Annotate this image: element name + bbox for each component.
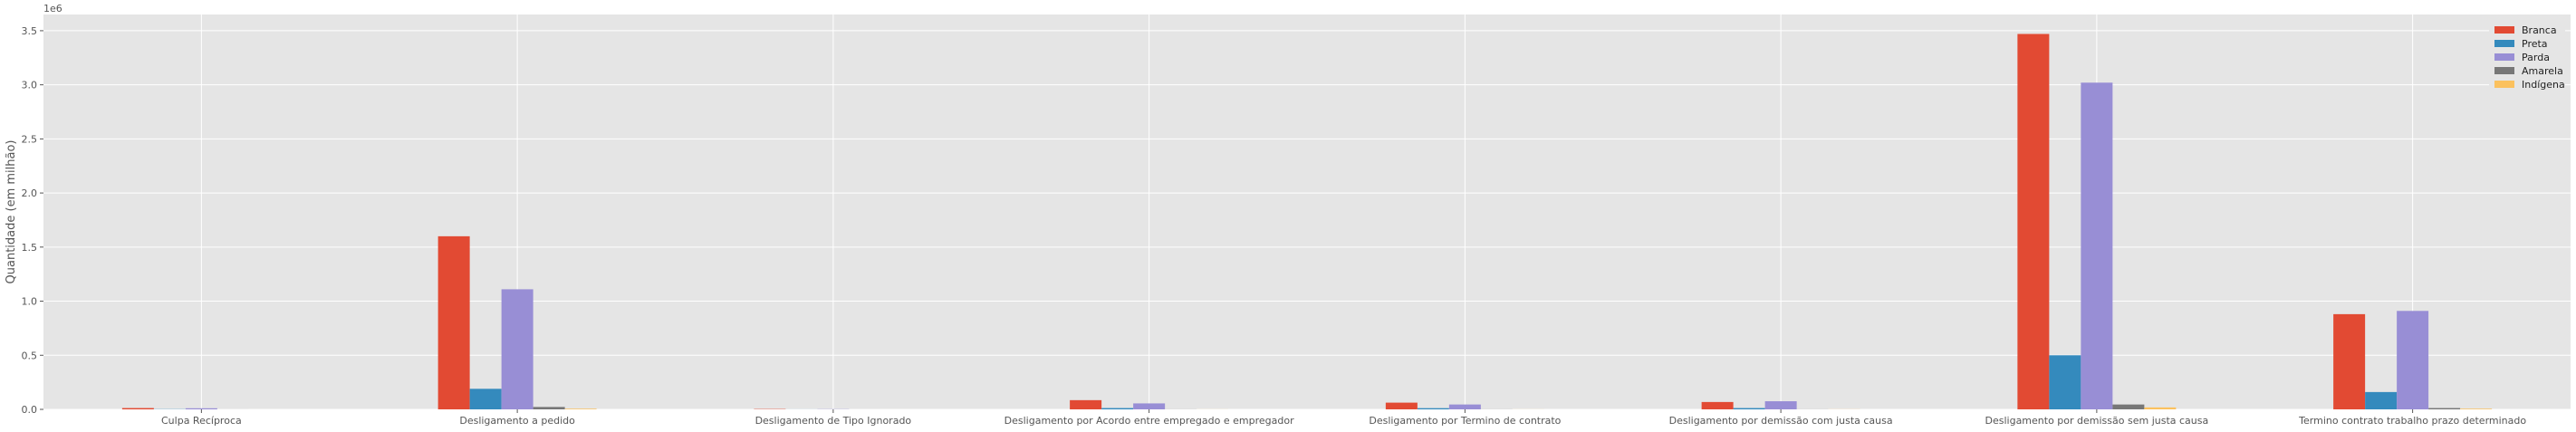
bar-branca xyxy=(121,408,154,409)
x-tick-label: Desligamento por demissão com justa caus… xyxy=(1669,415,1893,427)
x-axis-ticks: Culpa Recíproca Desligamento a pedido Desl… xyxy=(161,409,2526,427)
bar-branca xyxy=(437,235,470,409)
bar-parda xyxy=(2397,311,2429,409)
x-tick-label: Desligamento por Termino de contrato xyxy=(1369,415,1561,427)
bar-branca xyxy=(2333,313,2366,409)
legend-label: Preta xyxy=(2522,38,2548,50)
y-axis-label: Quantidade (em milhão) xyxy=(5,140,18,284)
legend-label: Amarela xyxy=(2522,65,2563,77)
x-tick-label: Termino contrato trabalho prazo determin… xyxy=(2298,415,2526,427)
y-tick-label: 3.0 xyxy=(22,80,38,91)
bar-indígena xyxy=(2460,408,2493,409)
legend-swatch xyxy=(2494,53,2514,61)
bar-amarela xyxy=(533,407,565,409)
y-tick-label: 2.0 xyxy=(22,187,38,199)
x-tick-label: Desligamento a pedido xyxy=(459,415,575,427)
bar-preta xyxy=(469,389,502,409)
y-tick-label: 1.0 xyxy=(22,296,38,308)
y-axis-ticks: 0.0 0.5 1.0 1.5 2.0 2.5 3.0 3.5 xyxy=(22,25,43,416)
bar-preta xyxy=(2049,355,2081,409)
legend-label: Branca xyxy=(2522,24,2557,36)
bar-indígena xyxy=(2144,407,2177,409)
bar-amarela xyxy=(2112,404,2145,409)
legend: Branca Preta Parda Amarela Indígena xyxy=(2489,20,2565,91)
y-tick-label: 3.5 xyxy=(22,25,38,37)
plot-background xyxy=(43,14,2571,409)
bar-branca xyxy=(1070,399,1102,409)
bar-indígena xyxy=(564,408,597,409)
legend-label: Parda xyxy=(2522,52,2550,63)
bar-parda xyxy=(1764,401,1797,409)
y-scale-label: 1e6 xyxy=(43,3,62,14)
legend-swatch xyxy=(2494,26,2514,34)
bar-preta xyxy=(2365,391,2398,409)
legend-swatch xyxy=(2494,81,2514,88)
y-tick-label: 1.5 xyxy=(22,242,38,254)
bar-branca xyxy=(1385,402,1418,409)
bar-parda xyxy=(185,408,217,409)
bar-preta xyxy=(1417,408,1449,409)
legend-swatch xyxy=(2494,40,2514,47)
x-tick-label: Desligamento por Acordo entre empregado … xyxy=(1004,415,1294,427)
legend-label: Indígena xyxy=(2522,79,2565,91)
bar-preta xyxy=(1733,408,1765,409)
y-tick-label: 2.5 xyxy=(22,133,38,145)
y-tick-label: 0.5 xyxy=(22,350,38,361)
bar-branca xyxy=(2017,34,2050,409)
x-tick-label: Desligamento por demissão sem justa caus… xyxy=(1985,415,2209,427)
bars xyxy=(121,34,2493,409)
bar-amarela xyxy=(2428,408,2461,409)
bar-parda xyxy=(1133,403,1166,409)
bar-branca xyxy=(1701,401,1734,409)
bar-parda xyxy=(501,289,533,409)
y-tick-label: 0.0 xyxy=(22,404,38,416)
legend-swatch xyxy=(2494,67,2514,74)
x-tick-label: Desligamento de Tipo Ignorado xyxy=(755,415,912,427)
x-tick-label: Culpa Recíproca xyxy=(161,415,242,427)
bar-preta xyxy=(1101,408,1134,409)
bar-parda xyxy=(2081,82,2113,409)
bar-parda xyxy=(1448,404,1481,409)
